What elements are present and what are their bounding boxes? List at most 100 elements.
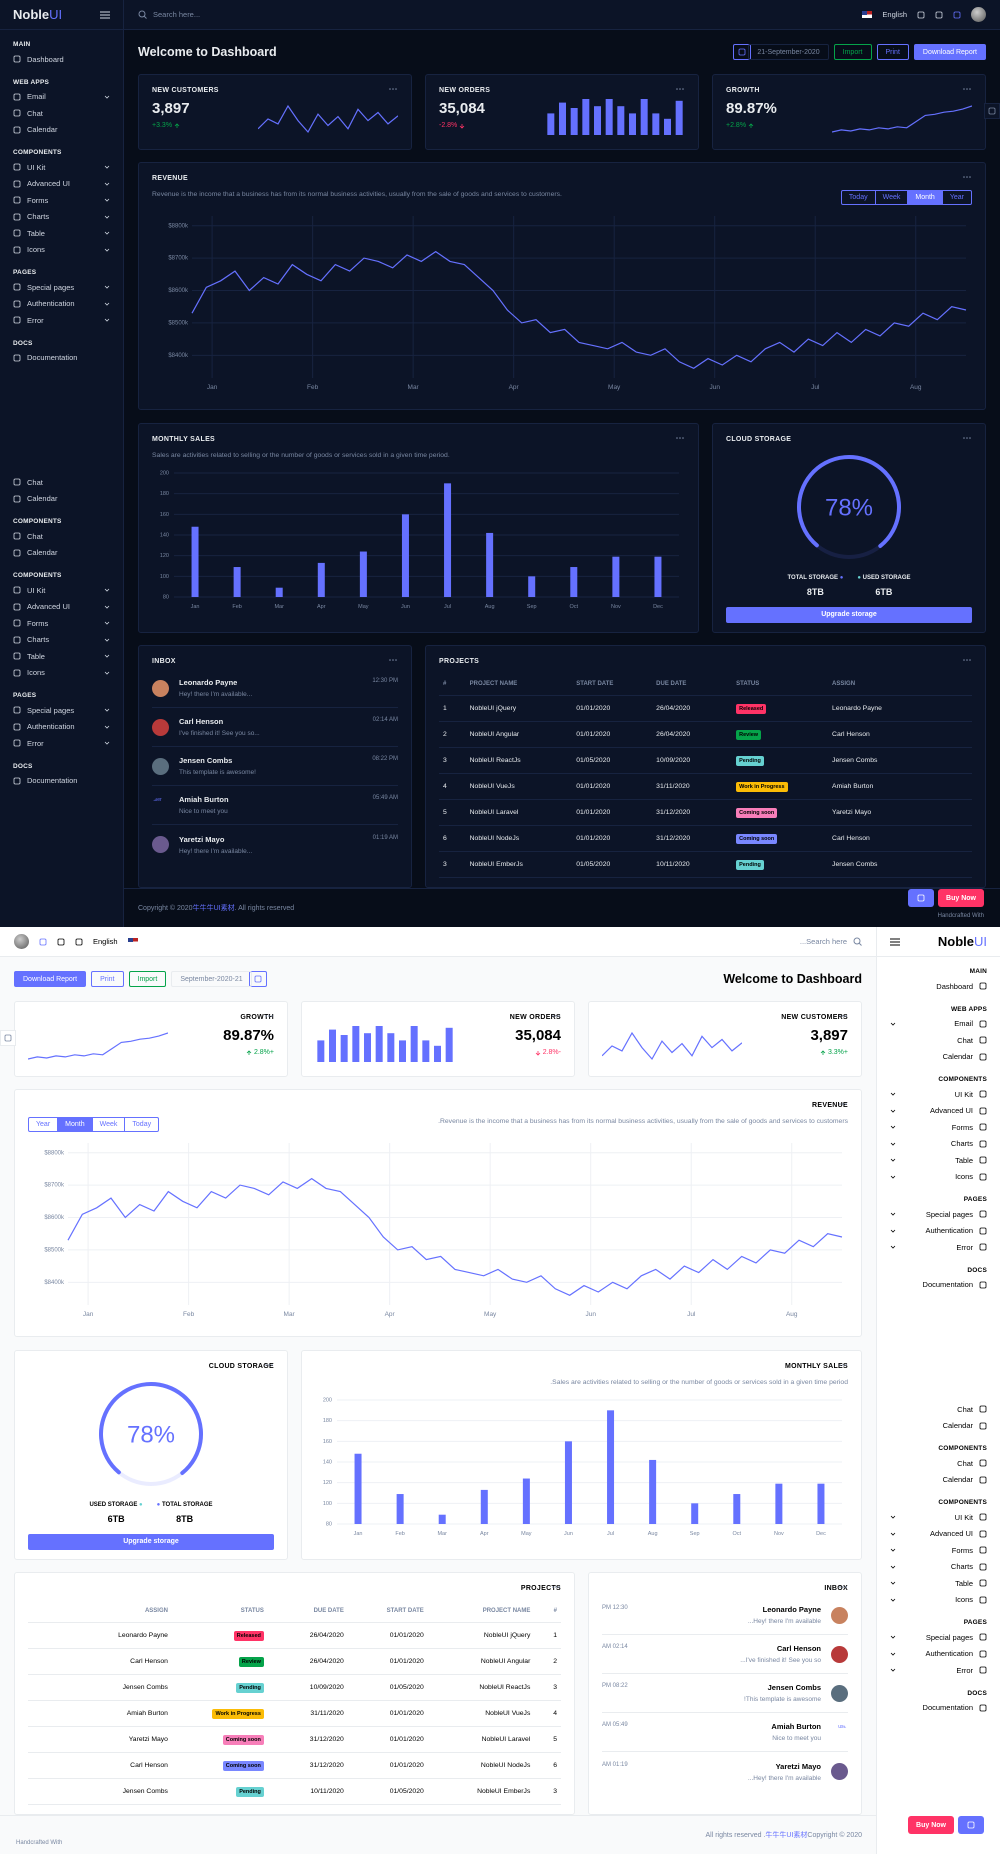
item[interactable]: Icons [13,665,110,682]
btn[interactable]: Print [91,971,124,987]
fb[interactable]: Buy Now [908,1816,954,1834]
gear[interactable] [0,1030,16,1046]
dots[interactable] [675,436,685,440]
btn[interactable]: Import [833,44,872,60]
item[interactable]: Special pages [13,702,110,719]
menu-icon[interactable] [100,11,110,19]
a[interactable]: 牛牛牛UI素材 [765,1832,808,1839]
btn[interactable]: Download Report [913,44,986,60]
item[interactable]: Chat [890,1455,987,1472]
item[interactable]: Icons [890,1592,987,1609]
item[interactable]: UI Kit [13,159,110,176]
item[interactable]: Advanced UI [13,599,110,616]
item[interactable]: Email [890,1016,987,1033]
item[interactable]: Calendar [890,1418,987,1435]
menu-icon[interactable] [890,938,900,946]
item[interactable]: Advanced UI [890,1103,987,1120]
item[interactable]: Advanced UI [13,176,110,193]
fb[interactable] [908,889,935,907]
fb[interactable]: Buy Now [938,889,984,907]
btn[interactable]: Print [876,44,909,60]
item[interactable]: Charts [890,1559,987,1576]
item[interactable]: Chat [13,474,110,491]
item[interactable]: Error [13,735,110,752]
item[interactable]: Calendar [13,545,110,562]
fb[interactable] [958,1816,984,1834]
item[interactable]: Forms [13,615,110,632]
item[interactable]: Documentation [890,1277,987,1294]
item[interactable]: Calendar [890,1472,987,1489]
item[interactable]: Chat [13,528,110,545]
item[interactable]: Chat [13,105,110,122]
item[interactable]: Error [890,1239,987,1256]
item[interactable]: Authentication [13,296,110,313]
item[interactable]: Charts [13,209,110,226]
btn[interactable] [248,971,267,987]
upg[interactable]: Upgrade storage [28,1534,274,1550]
item[interactable]: Email [13,89,110,106]
btn[interactable] [733,44,752,60]
item[interactable]: Table [13,225,110,242]
dots[interactable] [264,1014,274,1018]
btn[interactable]: Download Report [14,971,87,987]
btn[interactable]: 21-September-2020 [748,44,829,60]
item[interactable]: Icons [890,1169,987,1186]
dots[interactable] [551,1585,561,1589]
dots[interactable] [388,87,398,91]
item[interactable]: Table [890,1152,987,1169]
search[interactable]: Search here... [138,10,200,19]
item[interactable]: Table [13,648,110,665]
item[interactable]: UI Kit [13,582,110,599]
tab[interactable]: Year [29,1118,59,1131]
item[interactable]: Chat [890,1032,987,1049]
dots[interactable] [838,1102,848,1106]
tab[interactable]: Today [848,194,868,201]
tab[interactable]: Month [58,1118,93,1131]
dots[interactable] [962,436,972,440]
item[interactable]: Special pages [890,1629,987,1646]
gear[interactable] [984,103,1000,119]
dots[interactable] [962,87,972,91]
item[interactable]: Forms [890,1119,987,1136]
search[interactable]: Search here... [800,937,862,946]
item[interactable]: Advanced UI [890,1526,987,1543]
tab[interactable]: Month [907,191,942,204]
item[interactable]: Table [890,1575,987,1592]
dots[interactable] [962,658,972,662]
item[interactable]: Authentication [890,1223,987,1240]
tab[interactable]: Year [941,191,971,204]
item[interactable]: Icons [13,242,110,259]
item[interactable]: Documentation [13,350,110,367]
item[interactable]: Documentation [13,773,110,790]
upg[interactable]: Upgrade storage [726,607,972,623]
tab[interactable]: Today [132,1121,152,1128]
item[interactable]: UI Kit [890,1509,987,1526]
item[interactable]: Forms [13,192,110,209]
dots[interactable] [675,87,685,91]
item[interactable]: Error [890,1662,987,1679]
item[interactable]: UI Kit [890,1086,987,1103]
item[interactable]: Special pages [890,1206,987,1223]
dots[interactable] [838,1014,848,1018]
item[interactable]: Authentication [13,719,110,736]
dots[interactable] [838,1363,848,1367]
item[interactable]: Charts [890,1136,987,1153]
item[interactable]: Calendar [890,1049,987,1066]
dots[interactable] [264,1363,274,1367]
dots[interactable] [551,1014,561,1018]
btn[interactable]: Import [128,971,167,987]
dots[interactable] [838,1585,848,1589]
dots[interactable] [388,658,398,662]
item[interactable]: Charts [13,632,110,649]
tab[interactable]: Week [874,191,908,204]
item[interactable]: Calendar [13,491,110,508]
item[interactable]: Calendar [13,122,110,139]
item[interactable]: Forms [890,1542,987,1559]
item[interactable]: Documentation [890,1700,987,1717]
item[interactable]: Authentication [890,1646,987,1663]
item[interactable]: Special pages [13,279,110,296]
dots[interactable] [962,175,972,179]
a[interactable]: 牛牛牛UI素材 [192,905,235,912]
tab[interactable]: Week [93,1118,126,1131]
item[interactable]: Error [13,312,110,329]
